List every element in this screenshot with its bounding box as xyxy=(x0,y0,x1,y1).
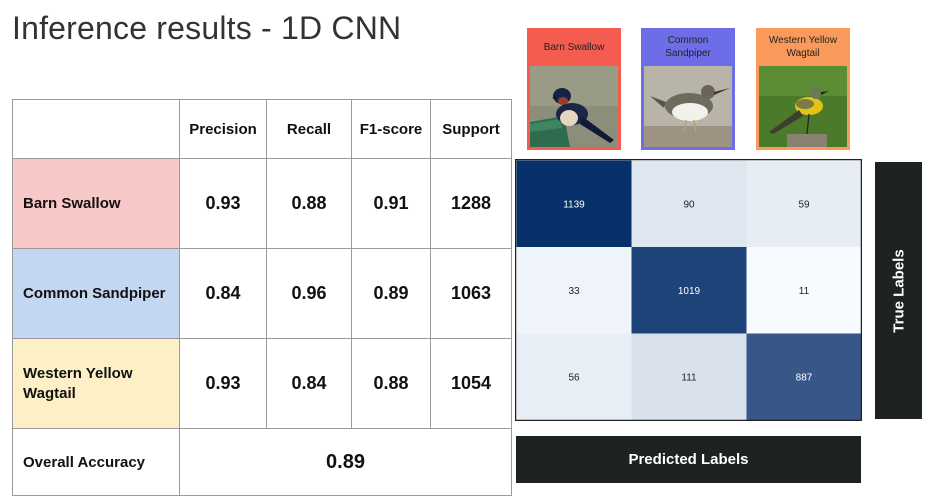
recall-cell: 0.84 xyxy=(266,338,352,429)
common-sandpiper-photo-icon xyxy=(644,66,732,147)
matrix-cell-1-0 xyxy=(516,247,632,334)
f1-cell: 0.91 xyxy=(351,158,431,249)
page-title: Inference results - 1D CNN xyxy=(12,10,402,46)
card-common-sandpiper: Common Sandpiper xyxy=(641,28,735,150)
table-row-common-sandpiper: Common Sandpiper 0.84 0.96 0.89 1063 xyxy=(12,248,512,339)
table-row-overall-accuracy: Overall Accuracy 0.89 xyxy=(12,428,512,496)
card-label: Western Yellow Wagtail xyxy=(768,35,838,59)
x-axis-label: Predicted Labels xyxy=(628,451,749,468)
matrix-cell-0-0 xyxy=(516,160,632,247)
confusion-matrix: 1139 90 59 33 1019 11 56 111 887 xyxy=(515,159,862,421)
true-labels-bar: True Labels xyxy=(875,162,922,419)
matrix-value-1-1: 1019 xyxy=(678,286,701,297)
matrix-value-1-2: 11 xyxy=(799,286,810,297)
matrix-cell-1-1 xyxy=(631,247,747,334)
matrix-cell-1-2 xyxy=(746,247,862,334)
matrix-cell-2-2 xyxy=(746,333,862,420)
matrix-cell-2-1 xyxy=(631,333,747,420)
table-row-western-yellow-wagtail: Western Yellow Wagtail 0.93 0.84 0.88 10… xyxy=(12,338,512,429)
card-label: Common Sandpiper xyxy=(665,35,711,59)
precision-cell: 0.84 xyxy=(179,248,267,339)
precision-cell: 0.93 xyxy=(179,338,267,429)
matrix-cell-2-0 xyxy=(516,333,632,420)
matrix-value-2-1: 111 xyxy=(681,372,697,383)
card-barn-swallow: Barn Swallow xyxy=(527,28,621,150)
predicted-labels-bar: Predicted Labels xyxy=(516,436,861,483)
barn-swallow-photo-icon xyxy=(530,66,618,147)
f1-cell: 0.89 xyxy=(351,248,431,339)
matrix-value-1-0: 33 xyxy=(568,286,580,297)
metrics-table: Precision Recall F1-score Support Barn S… xyxy=(12,99,512,496)
western-yellow-wagtail-photo-icon xyxy=(759,66,847,147)
support-cell: 1054 xyxy=(430,338,512,429)
accuracy-value: 0.89 xyxy=(179,428,512,496)
class-label-cell: Barn Swallow xyxy=(12,158,180,249)
card-label: Barn Swallow xyxy=(543,41,605,53)
table-header-row: Precision Recall F1-score Support xyxy=(12,99,512,159)
header-precision: Precision xyxy=(179,99,267,159)
table-row-barn-swallow: Barn Swallow 0.93 0.88 0.91 1288 xyxy=(12,158,512,249)
matrix-value-0-1: 90 xyxy=(683,199,695,210)
matrix-cell-0-1 xyxy=(631,160,747,247)
header-f1-score: F1-score xyxy=(351,99,431,159)
recall-cell: 0.88 xyxy=(266,158,352,249)
support-cell: 1288 xyxy=(430,158,512,249)
y-axis-label: True Labels xyxy=(890,248,907,333)
matrix-frame xyxy=(515,159,862,421)
recall-cell: 0.96 xyxy=(266,248,352,339)
matrix-value-2-2: 887 xyxy=(796,372,813,383)
matrix-cell-0-2 xyxy=(746,160,862,247)
matrix-value-0-2: 59 xyxy=(798,199,810,210)
header-support: Support xyxy=(430,99,512,159)
precision-cell: 0.93 xyxy=(179,158,267,249)
header-recall: Recall xyxy=(266,99,352,159)
class-label-cell: Western Yellow Wagtail xyxy=(12,338,180,429)
matrix-value-0-0: 1139 xyxy=(563,199,585,210)
class-label-cell: Common Sandpiper xyxy=(12,248,180,339)
matrix-value-2-0: 56 xyxy=(568,372,580,383)
header-empty-cell xyxy=(12,99,180,159)
accuracy-label: Overall Accuracy xyxy=(12,428,180,496)
support-cell: 1063 xyxy=(430,248,512,339)
card-western-yellow-wagtail: Western Yellow Wagtail xyxy=(756,28,850,150)
f1-cell: 0.88 xyxy=(351,338,431,429)
